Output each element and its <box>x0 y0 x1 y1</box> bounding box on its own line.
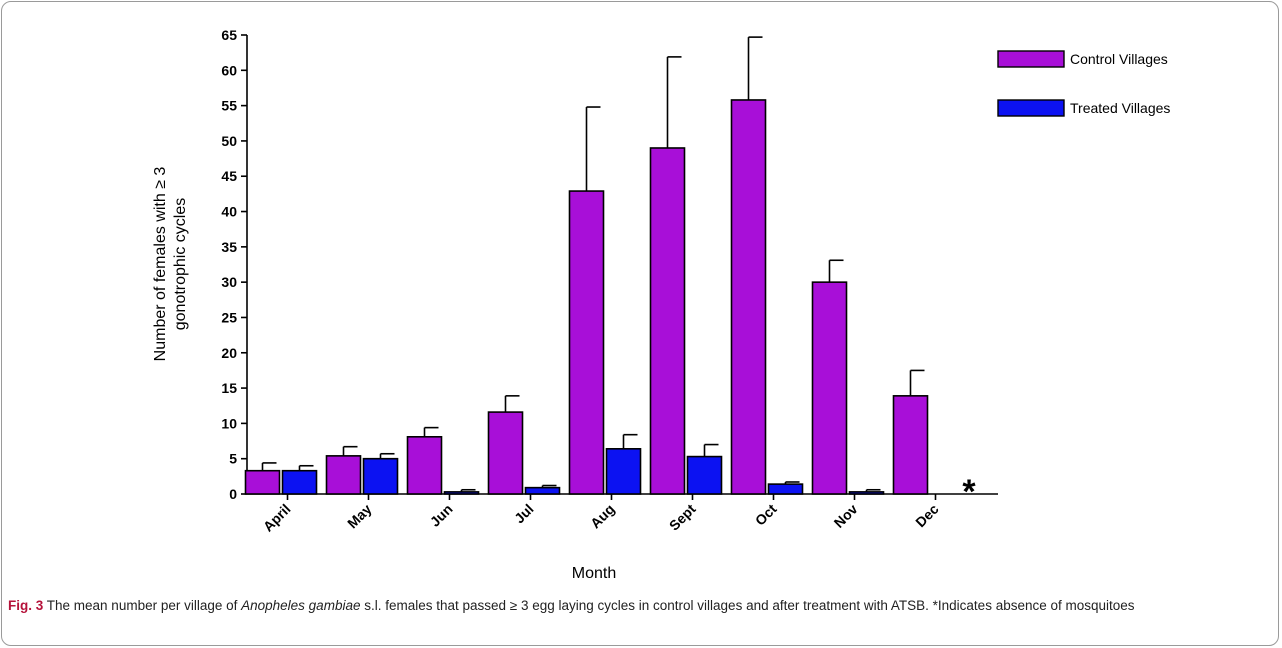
y-axis: 0 5 10 15 20 25 30 35 40 45 50 55 60 65 <box>221 27 248 502</box>
legend-label: Control Villages <box>1070 51 1168 67</box>
bar <box>281 469 318 495</box>
y-tick-label: 65 <box>221 27 237 43</box>
figure-caption: Fig. 3 The mean number per village of An… <box>8 596 1268 616</box>
bar <box>848 491 885 495</box>
legend-swatch <box>997 99 1065 117</box>
caption-text-before: The mean number per village of <box>43 598 242 613</box>
bar <box>686 455 723 495</box>
y-axis-title-line2: gonotrophic cycles <box>172 198 189 331</box>
bar <box>649 147 686 495</box>
x-tick-label: May <box>344 501 375 532</box>
y-axis-title-line1: Number of females with ≥ 3 <box>152 167 169 362</box>
x-tick-label: Dec <box>912 501 942 531</box>
bar <box>767 483 804 495</box>
x-axis-title: Month <box>572 565 616 582</box>
y-tick-label: 60 <box>221 62 237 78</box>
caption-figure-label: Fig. 3 <box>8 598 44 613</box>
x-tick-label: Nov <box>831 501 861 531</box>
legend: Control Villages Treated Villages <box>997 50 1170 117</box>
legend-label: Treated Villages <box>1070 100 1170 116</box>
caption-species-name: Anopheles gambiae <box>241 598 361 613</box>
bar <box>730 99 767 495</box>
bar <box>524 486 561 495</box>
y-tick-label: 20 <box>221 345 237 361</box>
x-tick-label: Aug <box>587 501 618 532</box>
y-tick-label: 0 <box>229 486 237 502</box>
y-tick-label: 55 <box>221 98 237 114</box>
x-axis: April May Jun Jul Aug Sept Oct Nov Dec <box>247 493 998 535</box>
absence-asterisk: * <box>962 473 976 511</box>
legend-swatch <box>997 50 1065 68</box>
x-tick-label: April <box>260 501 294 535</box>
bar <box>892 395 929 495</box>
bar <box>487 411 524 495</box>
bars-group <box>244 36 929 495</box>
y-tick-label: 35 <box>221 239 237 255</box>
y-tick-label: 15 <box>221 380 237 396</box>
bar <box>362 457 399 495</box>
bar <box>325 455 362 495</box>
x-tick-label: Jun <box>427 501 456 530</box>
x-tick-label: Oct <box>752 501 780 529</box>
y-tick-label: 50 <box>221 133 237 149</box>
x-tick-label: Jul <box>511 501 537 527</box>
y-tick-label: 45 <box>221 168 237 184</box>
x-tick-label: Sept <box>666 501 699 534</box>
bar <box>568 190 605 495</box>
caption-text-after: s.l. females that passed ≥ 3 egg laying … <box>360 598 1135 613</box>
bar <box>443 491 480 495</box>
y-tick-label: 30 <box>221 274 237 290</box>
bar-chart: 0 5 10 15 20 25 30 35 40 45 50 55 60 65 April May Jun Ju… <box>152 27 1170 582</box>
bar <box>244 469 281 495</box>
bar <box>406 436 443 495</box>
y-tick-label: 5 <box>229 451 237 467</box>
bar <box>605 448 642 495</box>
y-tick-label: 10 <box>221 415 237 431</box>
bar <box>811 281 848 495</box>
y-tick-label: 40 <box>221 204 237 220</box>
y-tick-label: 25 <box>221 309 237 325</box>
